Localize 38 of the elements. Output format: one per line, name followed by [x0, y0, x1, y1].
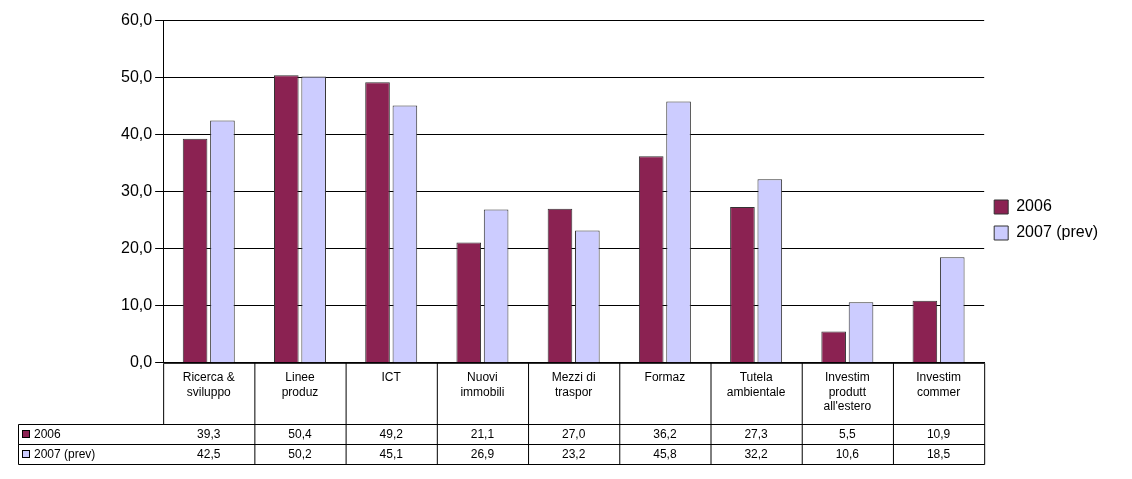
x-tick-label: Formaz: [644, 370, 686, 385]
data-label: 32,2: [744, 447, 769, 462]
y-tick-label: 40,0: [121, 125, 153, 143]
x-tick-label: Investim commer: [916, 370, 961, 399]
data-label: 45,1: [379, 447, 404, 462]
y-tick-label: 0,0: [129, 353, 153, 371]
y-tick-label: 10,0: [121, 296, 153, 314]
legend-label: 2006: [1016, 197, 1052, 215]
y-tick-label: 20,0: [121, 239, 153, 257]
y-tick-label: 60,0: [121, 11, 153, 29]
x-tick-label: Linee produz: [281, 370, 319, 399]
data-label: 21,1: [470, 427, 495, 442]
x-tick-label: Mezzi di traspor: [551, 370, 596, 399]
data-label: 10,6: [835, 447, 860, 462]
data-label: 27,3: [744, 427, 769, 442]
text: 2007 (prev): [34, 447, 96, 462]
x-tick-label: Investim produtt all'estero: [823, 370, 872, 414]
x-tick-label: Ricerca & sviluppo: [182, 370, 235, 399]
data-label: 23,2: [561, 447, 586, 462]
data-label: 27,0: [561, 427, 586, 442]
data-label: 10,9: [926, 427, 951, 442]
data-label: 45,8: [653, 447, 677, 462]
data-label: 18,5: [926, 447, 951, 462]
text: 2006: [34, 427, 61, 442]
data-label: 39,3: [197, 427, 221, 442]
data-label: 49,2: [379, 427, 404, 442]
data-label: 50,2: [288, 447, 312, 462]
x-tick-label: Nuovi immobili: [460, 370, 505, 399]
data-label: 36,2: [653, 427, 677, 442]
data-label: 42,5: [197, 447, 221, 462]
x-tick-label: Tutela ambientale: [726, 370, 786, 399]
y-tick-label: 50,0: [121, 68, 153, 86]
legend-label: 2007 (prev): [1016, 223, 1099, 241]
data-label: 50,4: [288, 427, 312, 442]
data-label: 26,9: [470, 447, 495, 462]
data-label: 5,5: [839, 427, 856, 442]
y-tick-label: 30,0: [121, 182, 153, 200]
x-tick-label: ICT: [381, 370, 402, 385]
